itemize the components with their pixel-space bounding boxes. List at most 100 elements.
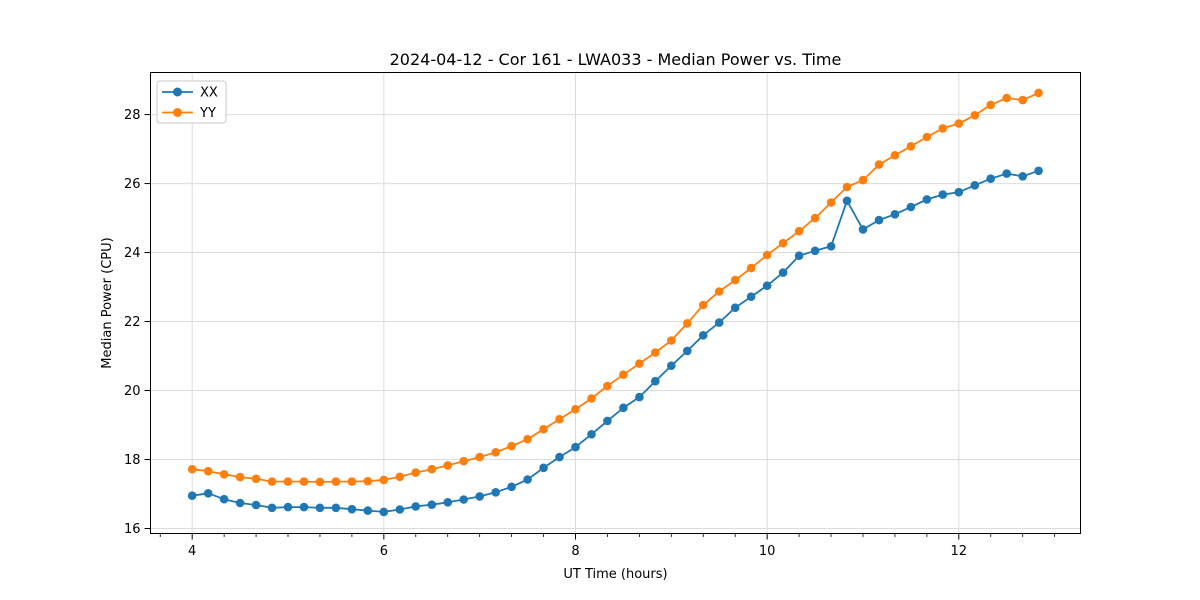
data-point-marker <box>587 430 596 439</box>
x-tick-label: 8 <box>571 544 579 559</box>
data-point-marker <box>1018 172 1027 181</box>
data-point-marker <box>890 210 900 219</box>
data-point-marker <box>874 160 884 169</box>
data-point-marker <box>571 442 580 452</box>
data-point-marker <box>267 477 277 486</box>
y-gridlines <box>150 114 1081 529</box>
data-point-marker <box>794 226 804 236</box>
data-point-marker <box>427 500 437 510</box>
data-point-marker <box>299 477 309 486</box>
data-point-marker <box>810 246 820 256</box>
data-point-marker <box>762 250 772 260</box>
data-point-marker <box>299 502 309 512</box>
y-axis-ticks <box>144 114 151 529</box>
data-point-marker <box>778 268 788 277</box>
data-point-marker <box>714 287 724 296</box>
y-tick-label: 24 <box>124 246 141 261</box>
y-tick-label: 18 <box>124 453 141 468</box>
series-line-XX <box>192 169 1039 513</box>
data-point-marker <box>267 503 277 513</box>
data-point-marker <box>683 319 692 328</box>
data-point-marker <box>555 452 564 462</box>
data-point-marker <box>603 381 612 391</box>
data-point-marker <box>858 225 868 234</box>
data-point-marker <box>651 376 660 386</box>
x-gridlines <box>191 72 960 534</box>
data-point-marker <box>714 318 724 327</box>
data-point-marker <box>587 394 596 403</box>
data-point-marker <box>730 275 740 285</box>
data-point-marker <box>954 187 964 197</box>
data-point-marker <box>219 470 229 479</box>
data-point-marker <box>1034 88 1043 98</box>
data-point-marker <box>283 502 293 512</box>
data-point-marker <box>395 505 405 514</box>
data-point-marker <box>331 477 341 486</box>
data-point-marker <box>954 119 964 128</box>
data-point-marker <box>235 472 245 482</box>
data-point-marker <box>810 213 820 223</box>
data-point-marker <box>1002 93 1011 103</box>
data-point-marker <box>1002 169 1011 178</box>
data-point-marker <box>219 494 229 504</box>
data-point-marker <box>746 263 756 273</box>
data-point-marker <box>475 452 485 462</box>
data-point-marker <box>571 404 580 414</box>
legend-label: YY <box>199 106 216 121</box>
data-point-marker <box>507 482 516 492</box>
data-point-marker <box>523 475 532 484</box>
y-tick-label: 20 <box>124 384 141 399</box>
x-tick-label: 4 <box>188 544 196 559</box>
data-point-marker <box>651 348 660 357</box>
data-point-marker <box>443 461 453 470</box>
data-point-marker <box>635 359 644 368</box>
series-XX <box>187 166 1043 517</box>
data-point-marker <box>251 500 261 510</box>
data-point-marker <box>603 416 612 426</box>
data-point-marker <box>363 476 373 486</box>
data-point-marker <box>379 507 389 517</box>
data-point-marker <box>283 477 293 486</box>
data-point-marker <box>683 346 692 356</box>
data-point-marker <box>491 488 501 497</box>
data-point-marker <box>347 477 357 486</box>
data-point-marker <box>395 472 405 482</box>
data-point-marker <box>667 336 676 345</box>
x-tick-label: 12 <box>951 544 968 559</box>
data-point-marker <box>1018 95 1027 105</box>
data-point-marker <box>922 132 932 142</box>
data-point-marker <box>555 414 564 424</box>
data-point-marker <box>523 434 532 444</box>
data-point-marker <box>619 403 628 413</box>
x-tick-labels: 4 6 8 10 12 <box>188 544 967 559</box>
legend-marker-sample <box>173 108 182 117</box>
data-point-marker <box>619 370 628 380</box>
data-point-marker <box>235 498 245 508</box>
data-point-marker <box>331 503 341 513</box>
data-point-marker <box>203 466 213 476</box>
x-axis-ticks <box>159 533 1056 540</box>
data-point-marker <box>698 300 708 310</box>
data-point-marker <box>187 464 197 474</box>
data-point-marker <box>730 303 740 313</box>
series-line-YY <box>192 92 1039 483</box>
data-point-marker <box>635 392 644 402</box>
data-point-marker <box>347 504 357 514</box>
data-point-marker <box>938 190 948 199</box>
y-tick-label: 26 <box>124 177 141 192</box>
data-point-marker <box>667 361 676 371</box>
legend: XX YY <box>156 80 227 124</box>
data-point-marker <box>842 196 852 206</box>
data-point-marker <box>826 242 836 251</box>
y-tick-labels: 16 18 20 22 24 26 28 <box>124 108 141 537</box>
data-point-marker <box>874 215 884 225</box>
data-point-marker <box>491 448 501 457</box>
data-point-marker <box>762 281 772 291</box>
data-point-marker <box>411 502 421 511</box>
data-point-marker <box>778 238 788 248</box>
data-point-marker <box>507 441 516 451</box>
data-point-marker <box>970 181 980 190</box>
data-point-marker <box>858 175 868 185</box>
data-point-marker <box>459 495 469 504</box>
